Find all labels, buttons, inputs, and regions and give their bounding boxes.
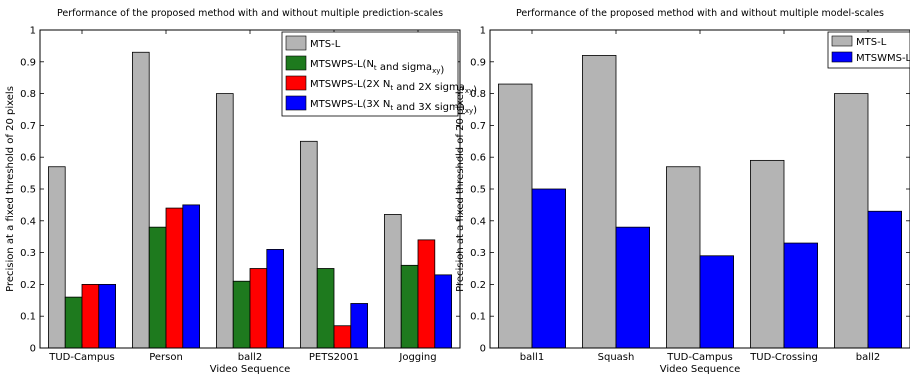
chart-title: Performance of the proposed method with … — [516, 8, 884, 19]
y-tick-label: 0.5 — [470, 185, 486, 196]
bar-ball2-series-1 — [834, 93, 869, 349]
x-tick-label: ball1 — [520, 352, 544, 363]
legend-box — [281, 31, 459, 117]
bar-tud-campus-series-4 — [98, 283, 117, 349]
chart-1: Performance of the proposed method with … — [5, 8, 477, 375]
y-tick-label: 0 — [480, 344, 486, 355]
y-tick-label: 0.1 — [20, 312, 36, 323]
legend: MTS-L MTSWMS-L — [827, 31, 910, 69]
axes-box — [489, 29, 910, 349]
bar-tud-crossing-series-1 — [750, 159, 785, 349]
x-tick-label: Squash — [598, 352, 635, 363]
legend-label: MTSWPS-L(3X Nt and 3X sigmaxy) — [310, 99, 477, 116]
chart-title: Performance of the proposed method with … — [57, 8, 443, 19]
y-tick-label: 0.4 — [470, 216, 486, 227]
legend-label: MTSWPS-L(Nt and sigmaxy) — [310, 59, 444, 76]
y-tick-label: 0.9 — [470, 57, 486, 68]
bar-ball2-series-2 — [867, 210, 902, 349]
bar-ball1-series-2 — [531, 188, 566, 349]
x-tick-label: TUD-Crossing — [749, 352, 818, 363]
axes-box — [39, 29, 461, 349]
y-tick-label: 1 — [30, 26, 36, 37]
y-tick-label: 0.7 — [20, 121, 36, 132]
y-tick-label: 0.6 — [470, 153, 486, 164]
y-tick-label: 0.8 — [20, 89, 36, 100]
y-tick-label: 0.4 — [20, 216, 36, 227]
legend-label: MTS-L — [856, 37, 887, 48]
y-tick-label: 0.9 — [20, 57, 36, 68]
legend: MTS-L MTSWPS-L(Nt and sigmaxy) MTSWPS-L(2X… — [281, 31, 477, 117]
y-tick-label: 0.5 — [20, 185, 36, 196]
x-tick-label: Jogging — [398, 352, 436, 363]
bar-tud-campus-series-1 — [48, 166, 66, 349]
bar-pets2001-series-2 — [316, 268, 335, 349]
y-tick-label: 0 — [30, 344, 36, 355]
bar-tud-campus-series-2 — [699, 255, 734, 349]
bar-person-series-4 — [182, 204, 201, 349]
bar-ball1-series-1 — [497, 83, 533, 349]
bar-tud-campus-series-3 — [81, 283, 100, 349]
x-tick-label: TUD-Campus — [666, 352, 732, 363]
x-tick-label: TUD-Campus — [48, 352, 114, 363]
bar-jogging-series-3 — [417, 239, 436, 349]
legend-label: MTSWPS-L(2X Nt and 2X sigmaxy) — [310, 79, 477, 96]
y-tick-label: 0.2 — [470, 280, 486, 291]
legend-swatch — [285, 95, 307, 111]
bar-tud-campus-series-2 — [64, 296, 83, 349]
legend-swatch — [285, 35, 307, 51]
y-tick-label: 0.1 — [470, 312, 486, 323]
legend-swatch — [285, 55, 307, 71]
bar-tud-campus-series-1 — [666, 166, 701, 349]
bar-ball2-series-3 — [249, 268, 268, 349]
bar-pets2001-series-4 — [350, 303, 368, 349]
legend-swatch — [831, 35, 853, 47]
x-axis-label: Video Sequence — [660, 364, 741, 375]
chart-2: Performance of the proposed method with … — [455, 8, 910, 375]
y-tick-label: 0.3 — [470, 248, 486, 259]
bar-squash-series-2 — [615, 226, 650, 349]
bar-person-series-1 — [131, 51, 150, 349]
y-tick-label: 0.2 — [20, 280, 36, 291]
bar-ball2-series-2 — [232, 280, 251, 349]
x-tick-label: PETS2001 — [309, 352, 359, 363]
legend-swatch — [831, 51, 853, 63]
bar-tud-crossing-series-2 — [783, 242, 818, 349]
y-tick-label: 1 — [480, 26, 486, 37]
y-tick-label: 0.8 — [470, 89, 486, 100]
x-tick-label: Person — [149, 352, 183, 363]
y-axis-label: Precision at a fixed threshold of 20 pix… — [455, 86, 466, 292]
bar-ball2-series-4 — [266, 249, 284, 349]
x-tick-label: ball2 — [238, 352, 262, 363]
legend-swatch — [285, 75, 307, 91]
y-tick-label: 0.7 — [470, 121, 486, 132]
bar-jogging-series-2 — [400, 264, 419, 349]
bar-squash-series-1 — [582, 55, 617, 349]
bar-jogging-series-1 — [383, 214, 402, 349]
bar-pets2001-series-1 — [299, 140, 318, 349]
bar-pets2001-series-3 — [333, 325, 352, 349]
x-tick-label: ball2 — [856, 352, 880, 363]
legend-label: MTS-L — [310, 39, 341, 50]
y-tick-label: 0.6 — [20, 153, 36, 164]
bar-jogging-series-4 — [434, 274, 452, 349]
bar-ball2-series-1 — [215, 93, 234, 349]
y-axis-label: Precision at a fixed threshold of 20 pix… — [5, 86, 16, 292]
x-axis-label: Video Sequence — [210, 364, 291, 375]
bar-person-series-3 — [165, 207, 184, 349]
bar-person-series-2 — [148, 226, 167, 349]
legend-label: MTSWMS-L — [856, 53, 910, 64]
y-tick-label: 0.3 — [20, 248, 36, 259]
